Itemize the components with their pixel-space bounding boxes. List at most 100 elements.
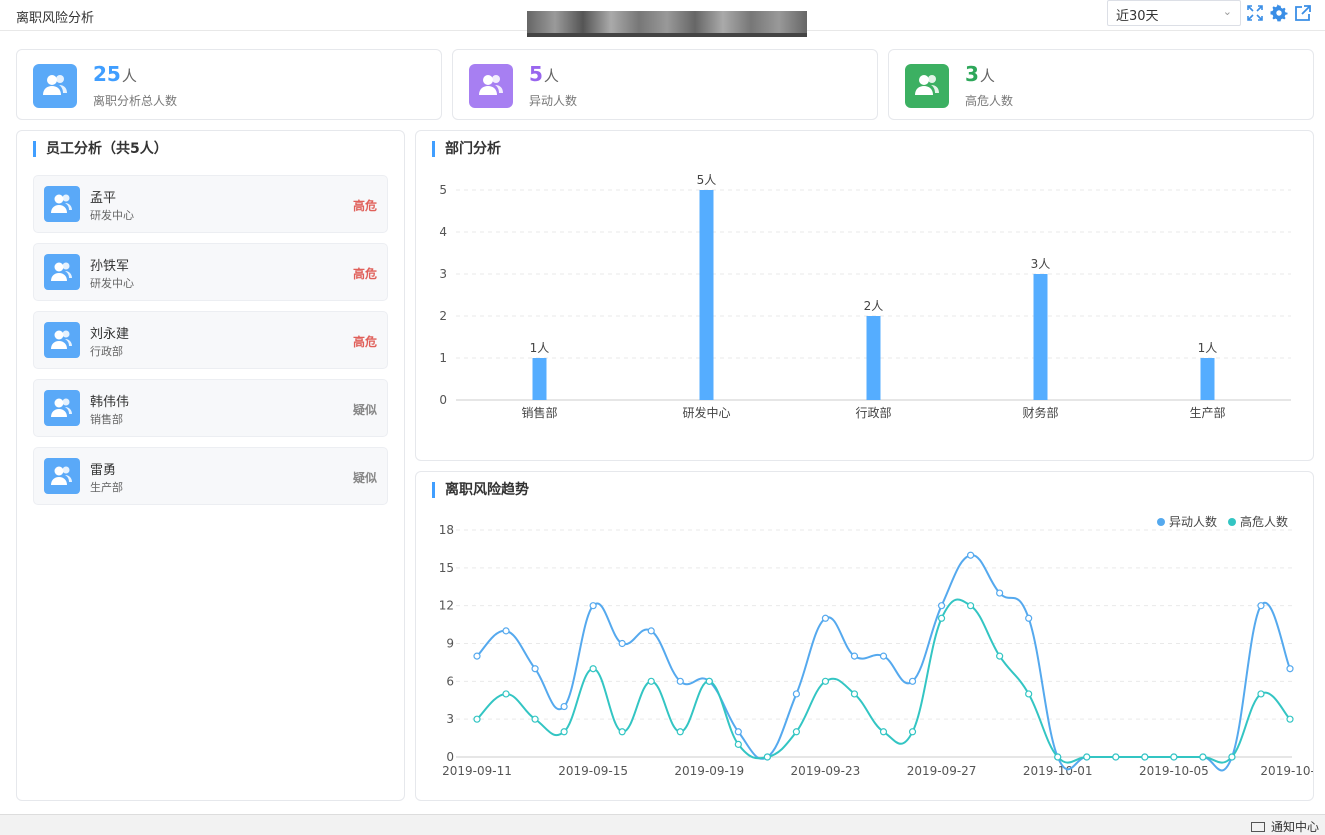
data-point xyxy=(908,677,917,685)
data-point xyxy=(763,753,771,761)
data-point xyxy=(792,728,800,736)
period-select[interactable]: 近30天 ⌄ xyxy=(1107,0,1241,26)
employee-dept: 研发中心 xyxy=(90,277,134,290)
data-point xyxy=(734,740,742,748)
risk-badge: 高危 xyxy=(352,267,377,281)
x-tick-label: 生产部 xyxy=(1189,405,1225,420)
y-tick-label: 0 xyxy=(446,750,454,764)
period-select-value: 近30天 xyxy=(1116,9,1159,24)
data-point xyxy=(1286,715,1294,723)
data-point xyxy=(850,690,859,698)
data-point xyxy=(1257,690,1265,698)
mail-icon xyxy=(1250,822,1265,832)
dept-analysis-panel: 部门分析 0 1 2 3 4 5 1人 销售部 5人 研发中心 2人 行政部 3人 财务部 1人 生产部 xyxy=(415,130,1314,461)
stat-card-total: 25人 离职分析总人数 xyxy=(16,49,442,120)
data-point xyxy=(937,602,946,610)
redacted-banner xyxy=(527,11,807,37)
trend-line-chart: 0 3 6 9 12 15 18 2019-09-11 2019-09-15 2019-09-19… xyxy=(439,514,1313,778)
stat-total-value: 25人 xyxy=(93,62,137,86)
employee-analysis-title: 员工分析（共5人） xyxy=(33,141,168,157)
employee-name: 雷勇 xyxy=(90,463,117,478)
stat-total-label: 离职分析总人数 xyxy=(93,94,178,108)
employee-list-item[interactable]: 韩伟伟销售部 疑似 xyxy=(33,379,388,437)
employee-list-item[interactable]: 孟平 研发中心 高危 xyxy=(33,175,388,233)
status-bar: 通知中心 xyxy=(0,814,1325,835)
data-point xyxy=(850,652,859,660)
x-tick-label: 2019-09-23 xyxy=(791,764,861,778)
y-tick-label: 12 xyxy=(439,599,454,613)
employee-dept: 销售部 xyxy=(90,413,123,426)
data-point xyxy=(473,715,481,723)
data-label: 5人 xyxy=(697,173,717,187)
x-tick-label: 2019-09-19 xyxy=(674,764,744,778)
data-point xyxy=(908,728,917,736)
employee-list-item[interactable]: 孙铁军 研发中心 高危 xyxy=(33,243,388,301)
data-point xyxy=(1228,753,1236,761)
employee-name: 韩伟伟 xyxy=(90,395,130,410)
x-tick-label: 行政部 xyxy=(855,405,891,420)
stat-card-transfer: 5人 异动人数 xyxy=(452,49,878,120)
data-point xyxy=(996,652,1004,660)
employee-analysis-panel: 员工分析（共5人） 孟平 研发中心 高危 孙铁军 研发中心 高危 刘永建 行政部 高危 韩伟伟 销售… xyxy=(16,130,405,801)
data-point xyxy=(1083,753,1091,761)
users-icon xyxy=(33,64,77,108)
x-tick-label: 2019-09-27 xyxy=(907,764,977,778)
risk-badge: 疑似 xyxy=(352,403,377,417)
data-point xyxy=(1025,614,1033,622)
legend-marker xyxy=(1228,518,1236,526)
data-point xyxy=(879,728,888,736)
data-point xyxy=(937,614,946,622)
y-tick-label: 6 xyxy=(446,674,454,688)
notice-center-link[interactable]: 通知中心 xyxy=(1250,818,1319,835)
dept-analysis-title: 部门分析 xyxy=(432,141,501,157)
data-point xyxy=(676,728,684,736)
x-tick-label: 销售部 xyxy=(521,405,557,420)
data-label: 3人 xyxy=(1031,257,1051,271)
data-point xyxy=(560,728,568,736)
employee-list-item[interactable]: 雷勇 生产部 疑似 xyxy=(33,447,388,505)
risk-badge: 高危 xyxy=(352,335,377,349)
stat-transfer-value: 5人 xyxy=(529,62,559,86)
y-tick-label: 9 xyxy=(446,637,454,651)
employee-dept: 行政部 xyxy=(90,345,123,358)
data-point xyxy=(1170,753,1178,761)
x-tick-label: 2019-10-05 xyxy=(1139,764,1209,778)
y-tick-label: 1 xyxy=(439,351,447,365)
top-bar: 离职风险分析 近30天 ⌄ xyxy=(0,0,1325,37)
data-point xyxy=(821,677,830,685)
employee-name: 刘永建 xyxy=(90,327,130,342)
legend-label: 高危人数 xyxy=(1240,514,1288,529)
trend-panel: 离职风险趋势 0 3 6 9 12 15 18 2019-09-11 2019-09-15 201… xyxy=(415,471,1314,801)
data-point xyxy=(967,551,975,559)
data-point xyxy=(531,665,539,673)
data-point xyxy=(647,627,655,635)
users-icon xyxy=(44,390,80,426)
x-tick-label: 2019-09-11 xyxy=(442,764,512,778)
gear-icon[interactable] xyxy=(1270,4,1288,22)
data-point xyxy=(1025,690,1033,698)
employee-name: 孟平 xyxy=(90,191,117,206)
data-point xyxy=(879,652,888,660)
data-point xyxy=(705,677,713,685)
data-label: 1人 xyxy=(1198,341,1218,355)
users-icon xyxy=(44,322,80,358)
x-tick-label: 研发中心 xyxy=(682,405,730,420)
data-label: 1人 xyxy=(530,341,550,355)
y-tick-label: 3 xyxy=(439,267,447,281)
chevron-down-icon: ⌄ xyxy=(1222,5,1232,18)
series-line xyxy=(476,554,1291,772)
y-tick-label: 5 xyxy=(439,183,447,197)
bar xyxy=(1033,274,1048,400)
fullscreen-icon[interactable] xyxy=(1246,4,1264,22)
stat-transfer-label: 异动人数 xyxy=(529,94,578,108)
data-point xyxy=(618,728,626,736)
employee-list-item[interactable]: 刘永建行政部 高危 xyxy=(33,311,388,369)
data-point xyxy=(560,702,568,711)
share-icon[interactable] xyxy=(1294,4,1312,22)
y-tick-label: 2 xyxy=(439,309,447,323)
bar xyxy=(1200,358,1215,400)
users-icon xyxy=(44,254,80,290)
stat-high-risk-value: 3人 xyxy=(965,62,995,86)
y-tick-label: 4 xyxy=(439,225,447,239)
data-point xyxy=(1199,753,1207,761)
